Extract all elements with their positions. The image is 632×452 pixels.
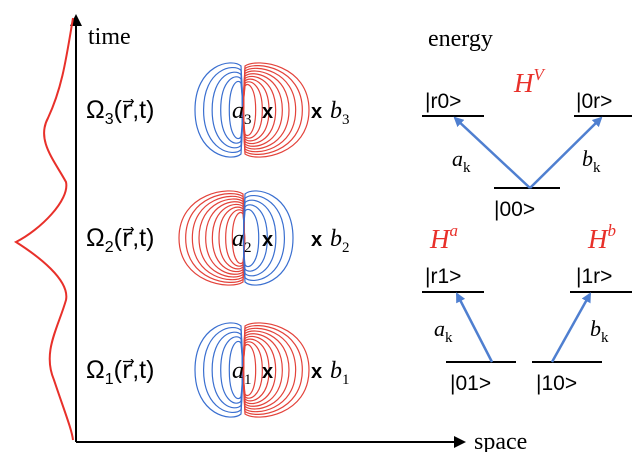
- svg-text:HV: HV: [513, 65, 547, 98]
- state-01: |01>: [450, 372, 491, 395]
- site-b-marker-2: x: [311, 229, 322, 251]
- site-b-marker-3: x: [311, 101, 322, 123]
- contour-row-2: Ω2(r⃗,t) a2 x x b2: [86, 190, 350, 286]
- hamiltonian-v: HV: [513, 65, 547, 98]
- state-r1: |r1>: [425, 265, 461, 288]
- svg-text:Hb: Hb: [587, 221, 616, 254]
- transition-arrow-ak-bottom: [455, 292, 494, 363]
- site-a-label-1: a1: [232, 358, 252, 388]
- site-b-label-3: b3: [330, 98, 350, 128]
- contour-left-2-8: [231, 211, 246, 265]
- coupling-ak-bottom: ak: [434, 316, 453, 346]
- site-a-marker-3: x: [262, 101, 273, 123]
- time-axis-label: time: [88, 24, 131, 50]
- omega-label-3: Ω3(r⃗,t): [86, 96, 154, 128]
- transition-arrow-bk-bottom: [550, 292, 592, 363]
- state-0r: |0r>: [576, 90, 612, 113]
- contour-row-1: Ω1(r⃗,t) a1 x x b1: [86, 322, 350, 418]
- contour-rows: Ω3(r⃗,t) a3 x x b3 Ω2(r⃗,t) a2 x x b2 Ω1(r⃗,t) a1 x x…: [86, 62, 350, 418]
- site-a-label-3: a3: [232, 98, 252, 128]
- coupling-bk-bottom: bk: [590, 316, 609, 346]
- space-axis-label: space: [474, 429, 527, 452]
- state-r0: |r0>: [425, 90, 461, 113]
- transition-arrow-ak-top: [453, 116, 531, 189]
- contour-left-1-4: [228, 340, 244, 400]
- coupling-bk-top: bk: [582, 146, 601, 176]
- transition-arrow-bk-top: [529, 116, 603, 189]
- site-a-label-2: a2: [232, 226, 252, 256]
- pulse-profile-curve: [13, 17, 74, 441]
- omega-label-1: Ω1(r⃗,t): [86, 356, 154, 388]
- site-b-label-1: b1: [330, 358, 350, 388]
- energy-label: energy: [428, 26, 493, 52]
- state-00: |00>: [494, 198, 535, 221]
- site-a-marker-1: x: [262, 361, 273, 383]
- contour-right-3-8: [242, 83, 257, 137]
- site-a-marker-2: x: [262, 229, 273, 251]
- svg-text:Ha: Ha: [429, 221, 458, 254]
- coupling-ak-top: ak: [452, 146, 471, 176]
- hamiltonian-b: Hb: [587, 221, 616, 254]
- state-1r: |1r>: [576, 265, 612, 288]
- contour-left-3-4: [228, 80, 244, 140]
- state-10: |10>: [536, 372, 577, 395]
- hamiltonian-a: Ha: [429, 221, 458, 254]
- contour-right-2-4: [242, 208, 260, 268]
- site-b-label-2: b2: [330, 226, 350, 256]
- site-b-marker-1: x: [311, 361, 322, 383]
- contour-row-3: Ω3(r⃗,t) a3 x x b3: [86, 62, 350, 158]
- contour-right-1-8: [242, 343, 257, 397]
- omega-label-2: Ω2(r⃗,t): [86, 224, 154, 256]
